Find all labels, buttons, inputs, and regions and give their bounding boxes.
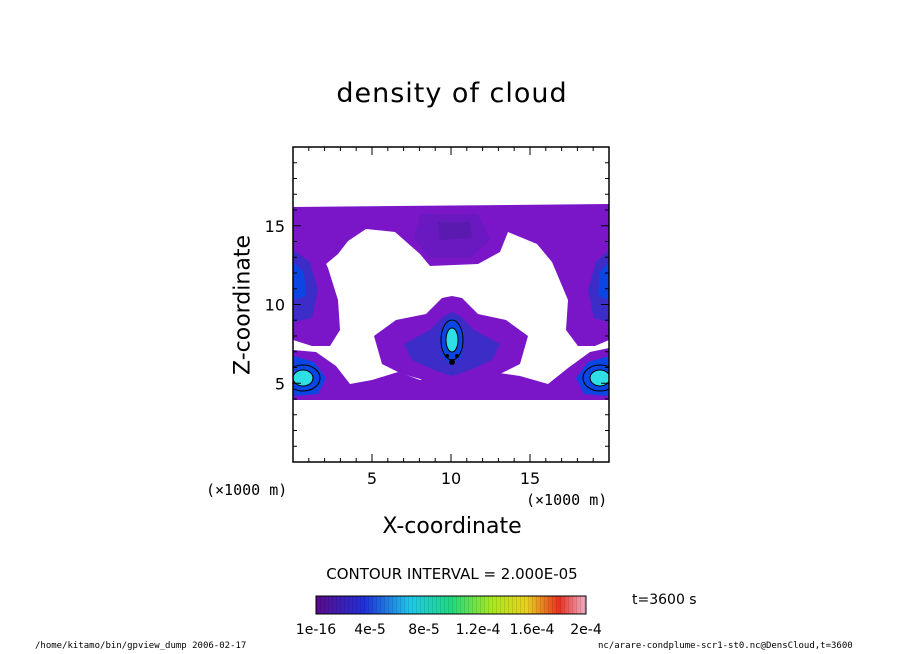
x-axis-label: X-coordinate	[382, 514, 522, 539]
lower-cloud-band	[293, 348, 609, 400]
lower-left-contour	[293, 364, 321, 392]
y-tick-label: 5	[275, 374, 285, 393]
time-label: t=3600 s	[632, 592, 697, 608]
central-plume-peak	[445, 327, 459, 353]
axis-tick-labels: 5 10 15 5 10 15	[265, 217, 541, 488]
chart-title: density of cloud	[336, 78, 568, 109]
upper-cloud-inner	[438, 222, 472, 240]
plume-dot-2	[445, 354, 449, 358]
x-tick-label: 10	[441, 469, 461, 488]
left-side-inner	[293, 262, 306, 300]
cloud-field	[293, 204, 609, 400]
plume-dot-3	[455, 354, 459, 358]
colorbar-tick-label: 2e-4	[570, 622, 602, 638]
axis-ticks	[292, 146, 610, 463]
x-tick-label: 15	[520, 469, 540, 488]
colorbar-tick-label: 8e-5	[408, 622, 439, 638]
colorbar-lines	[316, 596, 586, 614]
footer-left: /home/kitamo/bin/gpview_dump 2006-02-17	[35, 641, 247, 651]
footer-right: nc/arare-condplume-scr1-st0.nc@DensCloud…	[598, 641, 853, 651]
colorbar-tick-label: 4e-5	[354, 622, 385, 638]
x-axis-unit: (×1000 m)	[526, 491, 608, 509]
colorbar-tick-label: 1.2e-4	[456, 622, 501, 638]
y-axis-unit: (×1000 m)	[206, 481, 288, 499]
colorbar-tick-label: 1.6e-4	[510, 622, 555, 638]
lower-right-contour	[582, 364, 609, 392]
lower-right-peak	[589, 369, 609, 387]
plume-dot-1	[449, 359, 455, 365]
y-tick-label: 15	[265, 217, 285, 236]
colorbar-tick-label: 1e-16	[296, 622, 336, 638]
contour-interval-label: CONTOUR INTERVAL = 2.000E-05	[326, 565, 578, 583]
right-side-inner	[598, 262, 609, 300]
x-tick-label: 5	[367, 469, 377, 488]
lower-left-peak	[293, 369, 314, 387]
y-tick-label: 10	[265, 296, 285, 315]
colorbar-frame	[315, 595, 587, 615]
colorbar-tick-labels: 1e-16 4e-5 8e-5 1.2e-4 1.6e-4 2e-4	[296, 622, 602, 638]
upper-cloud-band	[293, 204, 609, 318]
